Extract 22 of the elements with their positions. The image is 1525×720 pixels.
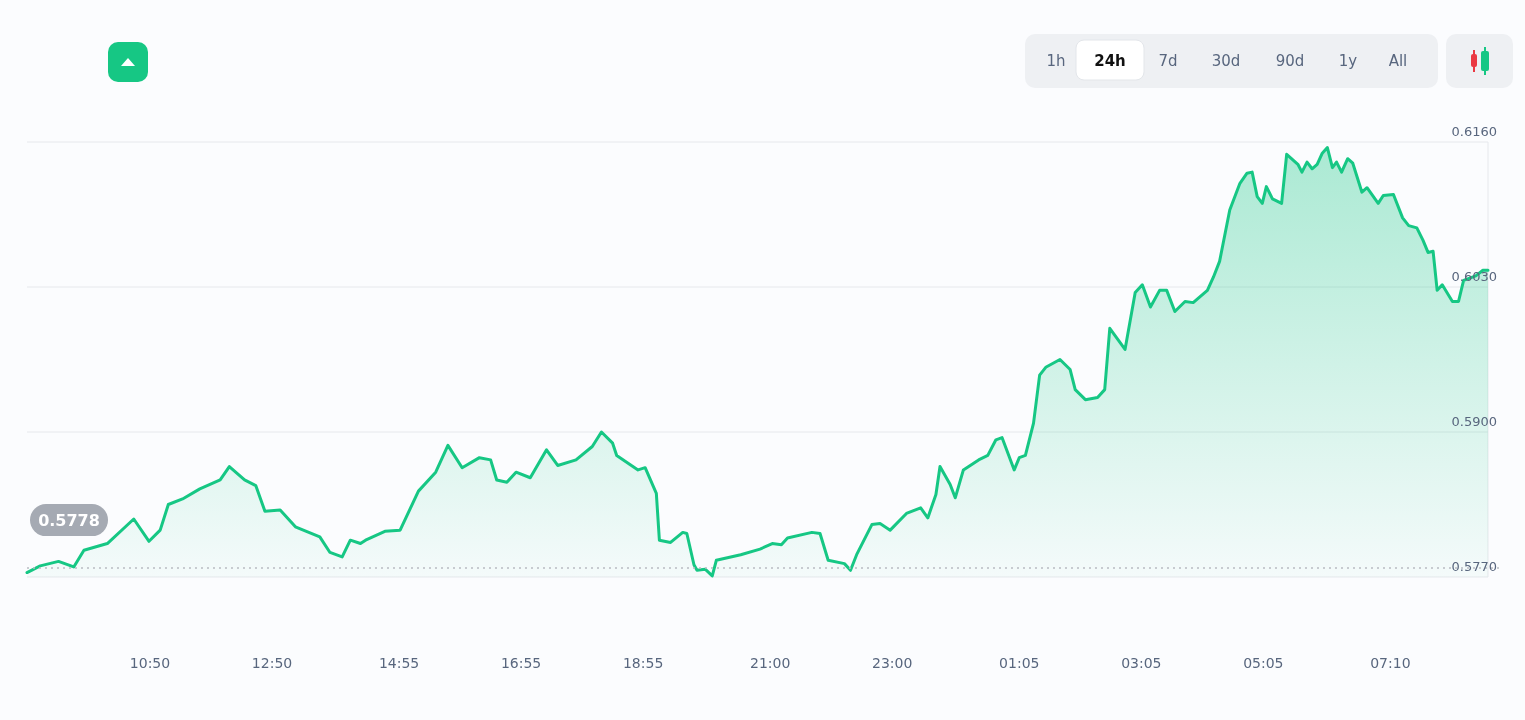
text: 30d [1211, 52, 1241, 70]
y-tick-label: 0.5770 [1451, 559, 1497, 574]
text: 1h [1046, 52, 1066, 70]
text: 1y [1338, 52, 1358, 70]
text: 7d [1158, 52, 1178, 70]
text: 24h [1094, 52, 1126, 70]
x-tick-label: 23:00 [872, 655, 913, 671]
x-tick-label: 10:50 [129, 655, 171, 671]
ref-line-label: 0.5778 [38, 511, 100, 531]
y-tick-label: 0.5900 [1451, 414, 1497, 429]
x-tick-label: 01:05 [999, 655, 1040, 671]
x-tick-label: 03:05 [1121, 655, 1162, 671]
x-tick-label: 05:05 [1243, 655, 1284, 671]
x-tick-label: 16:55 [500, 655, 542, 671]
x-tick-label: 07:10 [1370, 655, 1411, 671]
text: 90d [1275, 52, 1305, 70]
y-tick-label: 0.6160 [1451, 124, 1497, 139]
x-tick-label: 12:50 [251, 655, 293, 671]
text: All [1388, 52, 1408, 70]
x-tick-label: 18:55 [622, 655, 664, 671]
x-tick-label: 21:00 [750, 655, 791, 671]
x-tick-label: 14:55 [378, 655, 420, 671]
